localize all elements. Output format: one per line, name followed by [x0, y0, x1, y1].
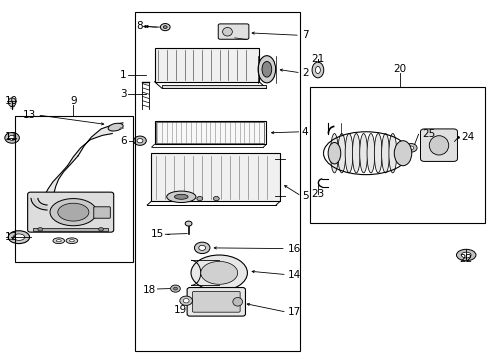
Ellipse shape: [262, 62, 271, 77]
Ellipse shape: [311, 62, 323, 78]
Ellipse shape: [185, 221, 192, 226]
Ellipse shape: [8, 231, 30, 244]
Polygon shape: [67, 123, 122, 166]
Ellipse shape: [53, 238, 64, 244]
Text: 3: 3: [120, 89, 126, 99]
Bar: [135, 12, 300, 351]
Ellipse shape: [428, 136, 448, 155]
Ellipse shape: [352, 134, 360, 173]
FancyBboxPatch shape: [28, 192, 114, 232]
Ellipse shape: [38, 228, 42, 231]
Ellipse shape: [9, 135, 16, 140]
Text: 14: 14: [287, 270, 301, 280]
FancyBboxPatch shape: [154, 48, 259, 82]
Text: 21: 21: [310, 54, 324, 64]
Ellipse shape: [337, 134, 345, 173]
FancyBboxPatch shape: [420, 129, 457, 161]
Ellipse shape: [137, 139, 142, 143]
FancyBboxPatch shape: [151, 153, 280, 202]
Ellipse shape: [393, 141, 411, 166]
Text: 24: 24: [461, 132, 474, 142]
Text: 16: 16: [287, 244, 301, 253]
Ellipse shape: [173, 287, 177, 290]
Text: 7: 7: [301, 30, 308, 40]
Ellipse shape: [327, 143, 340, 164]
Ellipse shape: [199, 246, 205, 250]
Bar: [309, 87, 484, 223]
Ellipse shape: [8, 98, 16, 107]
Ellipse shape: [108, 123, 123, 131]
Text: 23: 23: [310, 189, 324, 199]
Text: 8: 8: [136, 21, 142, 31]
Ellipse shape: [330, 134, 338, 173]
Ellipse shape: [258, 56, 275, 83]
Text: 11: 11: [5, 132, 19, 142]
Ellipse shape: [213, 197, 219, 201]
Text: 20: 20: [393, 64, 406, 74]
Ellipse shape: [359, 134, 367, 173]
Ellipse shape: [232, 297, 242, 306]
Ellipse shape: [191, 255, 247, 291]
Text: 15: 15: [151, 229, 164, 239]
Polygon shape: [41, 156, 78, 203]
Ellipse shape: [99, 228, 103, 231]
Ellipse shape: [405, 144, 416, 152]
Ellipse shape: [133, 136, 146, 145]
Ellipse shape: [194, 242, 209, 253]
Ellipse shape: [160, 23, 170, 31]
Text: 2: 2: [301, 68, 308, 78]
Text: 9: 9: [70, 96, 77, 107]
Ellipse shape: [163, 26, 167, 28]
FancyBboxPatch shape: [218, 24, 248, 39]
Ellipse shape: [183, 298, 189, 303]
Text: 1: 1: [120, 69, 126, 80]
Ellipse shape: [180, 296, 192, 305]
Text: 19: 19: [173, 305, 186, 315]
Ellipse shape: [13, 234, 25, 240]
Ellipse shape: [197, 197, 202, 201]
Ellipse shape: [56, 240, 61, 242]
Ellipse shape: [50, 199, 97, 226]
Text: 4: 4: [301, 127, 308, 137]
Text: 18: 18: [142, 285, 156, 295]
Ellipse shape: [345, 134, 352, 173]
Ellipse shape: [170, 285, 180, 292]
Text: 10: 10: [5, 96, 19, 107]
FancyBboxPatch shape: [187, 288, 245, 316]
Ellipse shape: [388, 134, 396, 173]
Bar: [15, 116, 132, 262]
Ellipse shape: [366, 134, 374, 173]
Text: 6: 6: [120, 136, 126, 146]
Ellipse shape: [174, 194, 188, 199]
FancyBboxPatch shape: [192, 292, 240, 312]
Ellipse shape: [222, 27, 232, 36]
Ellipse shape: [315, 66, 320, 73]
Ellipse shape: [456, 249, 475, 261]
Text: 22: 22: [458, 254, 471, 264]
Ellipse shape: [166, 191, 196, 203]
Ellipse shape: [373, 134, 381, 173]
FancyBboxPatch shape: [94, 207, 110, 218]
Text: 17: 17: [287, 307, 301, 317]
Text: 25: 25: [422, 129, 435, 139]
Ellipse shape: [5, 132, 20, 143]
Ellipse shape: [381, 134, 388, 173]
FancyBboxPatch shape: [33, 228, 108, 231]
Ellipse shape: [408, 146, 413, 150]
Ellipse shape: [460, 252, 470, 258]
Text: 12: 12: [5, 232, 19, 242]
FancyBboxPatch shape: [162, 85, 266, 88]
FancyBboxPatch shape: [154, 121, 266, 144]
Ellipse shape: [58, 203, 89, 221]
Ellipse shape: [69, 240, 74, 242]
Text: 13: 13: [23, 110, 36, 120]
Text: 5: 5: [301, 191, 308, 201]
Ellipse shape: [66, 238, 78, 244]
Ellipse shape: [201, 261, 237, 284]
